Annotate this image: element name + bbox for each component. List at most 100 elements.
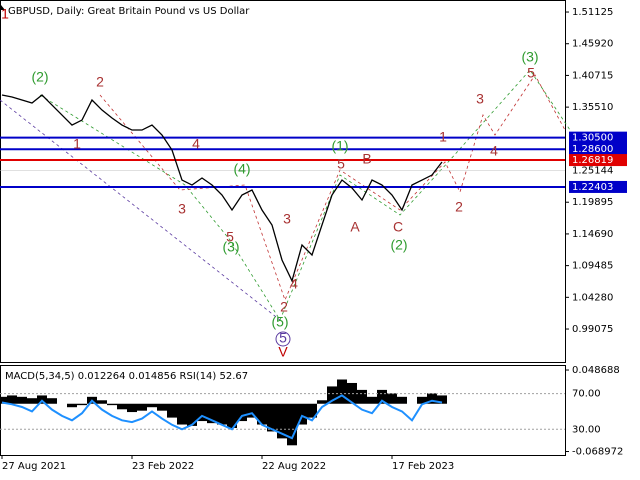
wave-label: A [350,219,360,235]
wave-label: (5) [271,314,288,330]
macd-bar [97,400,107,404]
macd-bar [147,403,157,408]
wave-label: 3 [283,211,291,227]
wave-line [0,99,281,321]
macd-bar [117,403,127,410]
wave-label: 2 [96,74,104,90]
level-label: 1.22403 [572,182,613,193]
macd-bar [317,400,327,404]
price-line [1,94,443,283]
macd-tick-label: 0.048688 [572,365,620,376]
macd-bar [47,398,57,404]
wave-label: V [278,344,288,360]
indicator-label: MACD(5,34,5) 0.012264 0.014856 RSI(14) 5… [5,371,248,382]
icon [1,5,5,10]
wave-label: 4 [290,276,298,292]
y-tick-label: 1.14690 [572,229,613,240]
level-box [569,131,627,144]
wave-label: 3 [476,91,484,107]
wave-label: 3 [178,201,186,217]
macd-bar [247,403,257,418]
wave-label: 1 [439,129,447,145]
macd-bar [67,403,77,408]
wave-label: 2 [280,299,288,315]
wave-line [99,74,566,302]
y-tick-label: 1.51125 [572,7,613,18]
chart-title: GBPUSD, Daily: Great Britain Pound vs US… [8,6,250,17]
level-label: 1.26819 [572,155,613,166]
wave-label: C [393,219,403,235]
macd-bar [337,379,347,404]
wave-label: (3) [222,239,239,255]
macd-bar [227,403,237,428]
rsi-tick-label: 30.00 [572,424,601,435]
wave-label: 4 [490,143,498,159]
wave-label: 1 [73,136,81,152]
macd-bar [287,403,297,446]
macd-bar [77,403,87,406]
macd-bar [267,403,277,432]
wave-line [39,69,571,321]
wave-circle [275,331,291,347]
level-box [569,143,627,156]
wave-lines [0,69,571,321]
wave-label: 2 [455,199,463,215]
wave-label: 4 [192,136,200,152]
wave-label: 5 [337,156,345,172]
macd-bar [197,403,207,422]
x-tick-label: 23 Feb 2022 [132,461,194,472]
macd-bar [367,396,377,404]
macd-bar [297,403,307,425]
x-tick-label: 17 Feb 2023 [392,461,454,472]
wave-label: (2) [31,69,48,85]
macd-bar [107,403,117,406]
macd-bar [397,396,407,404]
macd-bar [0,396,7,404]
macd-bar [27,398,37,404]
macd-bar [7,395,17,404]
wave-label: B [362,151,371,167]
macd-bar [137,403,147,411]
main-frame [0,0,566,363]
macd-bar [327,386,337,404]
y-tick-label: 0.99075 [572,324,613,335]
macd-bar [127,403,137,413]
wave-label: (1) [331,138,348,154]
macd-bar [207,403,217,424]
wave-label: (3) [521,49,538,65]
macd-bar [437,395,447,404]
macd-bar [257,403,267,425]
y-tick-label: 1.09485 [572,261,613,272]
macd-bar [307,403,317,418]
wave-label: 5 [279,330,287,346]
wave-label: (2) [390,237,407,253]
macd-bar [427,393,437,404]
macd-bar [377,389,387,404]
level-box [569,180,627,193]
macd-bar [167,403,177,418]
macd-bar [417,396,427,404]
x-tick-label: 27 Aug 2021 [2,461,66,472]
macd-bar [237,403,247,422]
macd-bar [217,403,227,425]
indicator-frame [0,365,566,456]
y-tick-label: 1.19895 [572,197,613,208]
wave-label: 5 [226,229,234,245]
level-label: 1.28600 [572,144,613,155]
macd-bar [17,396,27,404]
rsi-tick-label: 70.00 [572,389,601,400]
y-tick-label: 1.04280 [572,292,613,303]
macd-bar [277,403,287,439]
macd-bar [187,403,197,426]
wave-label: 5 [527,65,535,81]
macd-bar [177,403,187,425]
x-tick-label: 22 Aug 2022 [262,461,326,472]
y-tick-label: 1.45920 [572,39,613,50]
macd-bar [387,393,397,404]
macd-bar [157,403,167,411]
wave-label: 1 [1,6,9,22]
y-tick-label: 1.35510 [572,102,613,113]
wave-label: (4) [233,161,250,177]
